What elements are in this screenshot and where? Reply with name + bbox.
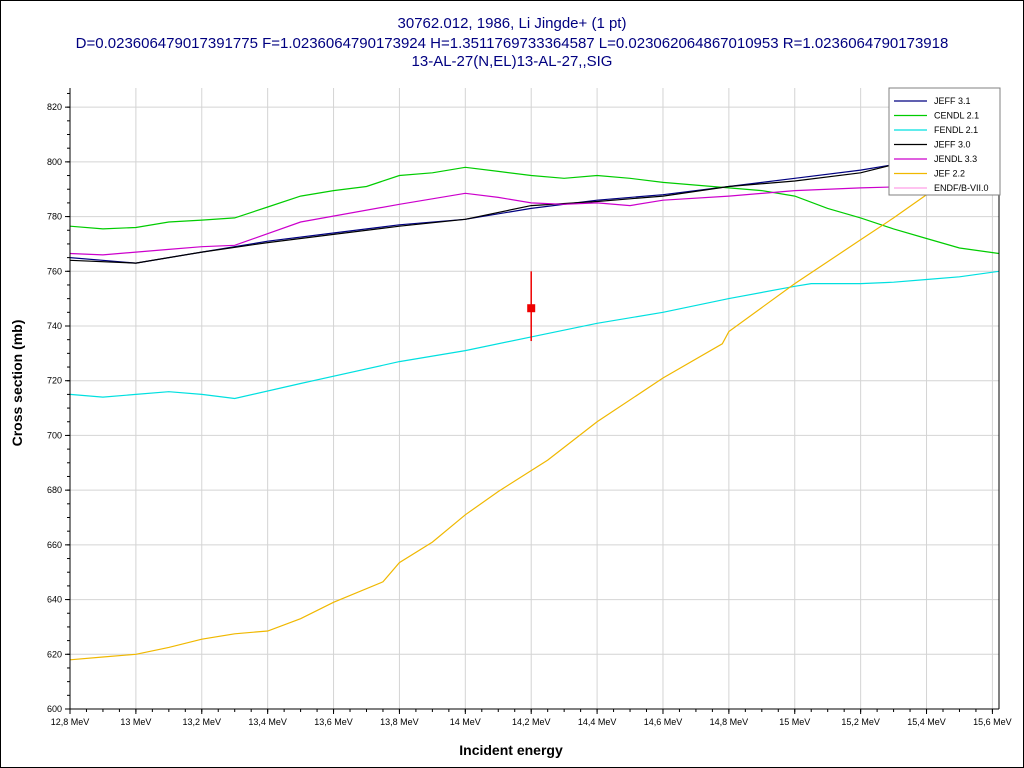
x-tick-label: 15 MeV [779,717,810,727]
y-tick-label: 820 [47,102,62,112]
x-tick-label: 13,6 MeV [314,717,353,727]
y-tick-label: 620 [47,649,62,659]
data-point [527,304,536,313]
chart-title-line-3: 13-AL-27(N,EL)13-AL-27,,SIG [411,53,613,70]
y-tick-label: 640 [47,595,62,605]
x-tick-label: 13,4 MeV [248,717,287,727]
y-tick-label: 760 [47,266,62,276]
y-tick-label: 680 [47,485,62,495]
chart-title-line-1: 30762.012, 1986, Li Jingde+ (1 pt) [397,15,627,32]
legend-label: JEFF 3.0 [934,140,971,150]
x-tick-label: 13,2 MeV [183,717,222,727]
legend-label: JEFF 3.1 [934,96,971,106]
chart-title-line-2: D=0.023606479017391775 F=1.0236064790173… [75,35,949,52]
y-tick-label: 740 [47,321,62,331]
y-tick-label: 800 [47,157,62,167]
series-line-fendl-2-1 [70,270,999,400]
x-tick-label: 12,8 MeV [51,717,90,727]
series-line-cendl-2-1 [70,166,999,255]
y-tick-label: 700 [47,430,62,440]
y-tick-label: 780 [47,212,62,222]
legend-label: CENDL 2.1 [934,111,979,121]
legend-label: JEF 2.2 [934,169,965,179]
y-tick-label: 660 [47,540,62,550]
x-tick-label: 15,6 MeV [973,717,1012,727]
legend-label: JENDL 3.3 [934,154,977,164]
x-tick-label: 14 MeV [450,717,481,727]
y-axis-title: Cross section (mb) [9,320,25,447]
series-line-jeff-3-0 [70,164,894,264]
series-line-jef-2-2 [70,194,927,661]
x-tick-label: 15,2 MeV [841,717,880,727]
y-tick-label: 720 [47,376,62,386]
series-line-jendl-3-3 [70,185,911,256]
plot-area [70,88,999,709]
legend-label: ENDF/B-VII.0 [934,183,989,193]
x-tick-label: 13 MeV [120,717,151,727]
x-axis-title: Incident energy [459,742,563,758]
x-tick-label: 14,6 MeV [644,717,683,727]
x-tick-label: 15,4 MeV [907,717,946,727]
x-tick-label: 14,4 MeV [578,717,617,727]
x-tick-label: 14,8 MeV [710,717,749,727]
legend-box [888,87,1001,196]
legend-label: FENDL 2.1 [934,125,978,135]
y-tick-label: 600 [47,704,62,714]
x-tick-label: 14,2 MeV [512,717,551,727]
x-tick-label: 13,8 MeV [380,717,419,727]
